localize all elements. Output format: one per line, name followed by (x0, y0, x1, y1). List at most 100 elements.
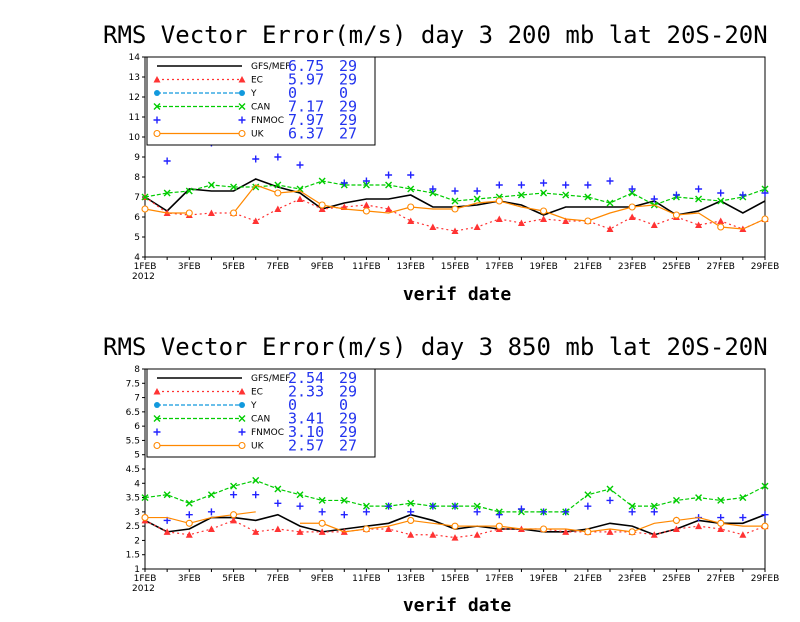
data-point (230, 183, 238, 191)
data-point (429, 185, 437, 193)
data-point (362, 177, 370, 185)
x-year-label: 2012 (132, 272, 155, 282)
series-line (144, 208, 190, 214)
y-tick-label: 3 (134, 508, 140, 518)
data-point (540, 215, 548, 222)
data-point (584, 181, 592, 189)
data-point (628, 508, 636, 516)
data-point (672, 516, 680, 524)
y-tick-label: 6 (134, 213, 140, 223)
legend-value: 2.57 (288, 437, 324, 455)
x-tick-label: 21FEB (574, 574, 603, 584)
legend-marker (153, 388, 161, 395)
y-tick-label: 4 (134, 253, 140, 263)
data-point (141, 205, 149, 213)
x-tick-label: 17FEB (485, 574, 514, 584)
legend-marker (238, 129, 246, 138)
legend-marker (153, 415, 161, 422)
data-point (717, 496, 725, 504)
legend-box (146, 368, 376, 458)
data-point (650, 195, 658, 203)
legend-count: 29 (339, 383, 357, 401)
legend-value: 6.37 (288, 125, 324, 143)
x-axis-label: verif date (403, 284, 512, 305)
data-point (717, 197, 725, 205)
y-tick-label: 3.5 (126, 494, 140, 504)
data-point (473, 195, 481, 203)
data-point (318, 496, 326, 504)
data-point (274, 205, 282, 212)
series-uk (141, 184, 769, 231)
data-point (650, 531, 658, 538)
data-point (451, 522, 459, 530)
y-tick-label: 11 (129, 113, 140, 123)
legend-count: 29 (339, 423, 357, 441)
data-point (761, 189, 769, 197)
data-point (296, 528, 304, 535)
x-tick-label: 23FEB (618, 574, 647, 584)
y-tick-label: 1 (134, 565, 140, 575)
legend-label: EC (251, 388, 263, 398)
data-point (274, 499, 282, 507)
legend-marker (239, 402, 245, 408)
legend-marker (154, 90, 160, 96)
chart-panel-2: RMS Vector Error(m/s) day 3 850 mb lat 2… (103, 333, 779, 616)
data-point (230, 209, 238, 217)
data-point (407, 516, 415, 524)
data-point (362, 525, 370, 533)
data-point (362, 502, 370, 510)
data-point (385, 502, 393, 510)
data-point (739, 494, 747, 502)
data-point (163, 189, 171, 197)
x-tick-label: 3FEB (178, 262, 201, 272)
data-point (540, 189, 548, 197)
data-point (562, 508, 570, 516)
series-line (144, 519, 766, 539)
x-tick-label: 15FEB (441, 574, 470, 584)
legend-count: 27 (339, 125, 357, 143)
data-point (540, 525, 548, 533)
data-point (717, 189, 725, 197)
data-point (761, 185, 769, 193)
data-point (495, 522, 503, 530)
data-point (141, 193, 149, 201)
data-point (495, 197, 503, 205)
data-point (517, 191, 525, 199)
legend-value: 7.17 (288, 98, 324, 116)
data-point (672, 191, 680, 199)
x-tick-label: 25FEB (662, 574, 691, 584)
legend-label: CAN (251, 103, 270, 113)
data-point (230, 511, 238, 519)
data-point (407, 217, 415, 224)
legend-label: GFS/MEF (251, 62, 290, 72)
data-point (739, 514, 747, 522)
data-point (761, 482, 769, 490)
x-tick-label: 19FEB (529, 262, 558, 272)
legend-item: FNMOC 3.10 29 (153, 423, 357, 441)
y-tick-label: 7 (134, 394, 140, 404)
legend-count: 29 (339, 57, 357, 75)
data-point (517, 181, 525, 189)
data-point (340, 496, 348, 504)
data-point (717, 217, 725, 224)
data-point (473, 531, 481, 538)
data-point (584, 502, 592, 510)
y-tick-label: 13 (129, 73, 140, 83)
data-point (695, 195, 703, 203)
data-point (451, 502, 459, 510)
data-point (473, 187, 481, 195)
data-point (739, 191, 747, 199)
data-point (407, 203, 415, 211)
legend-marker (238, 415, 246, 422)
legend-marker (238, 441, 246, 450)
legend-marker (153, 103, 161, 110)
data-point (252, 217, 260, 224)
data-point (584, 491, 592, 499)
x-tick-label: 15FEB (441, 262, 470, 272)
legend-box (146, 56, 376, 146)
data-point (695, 522, 703, 530)
data-point (540, 179, 548, 187)
data-point (385, 205, 393, 212)
